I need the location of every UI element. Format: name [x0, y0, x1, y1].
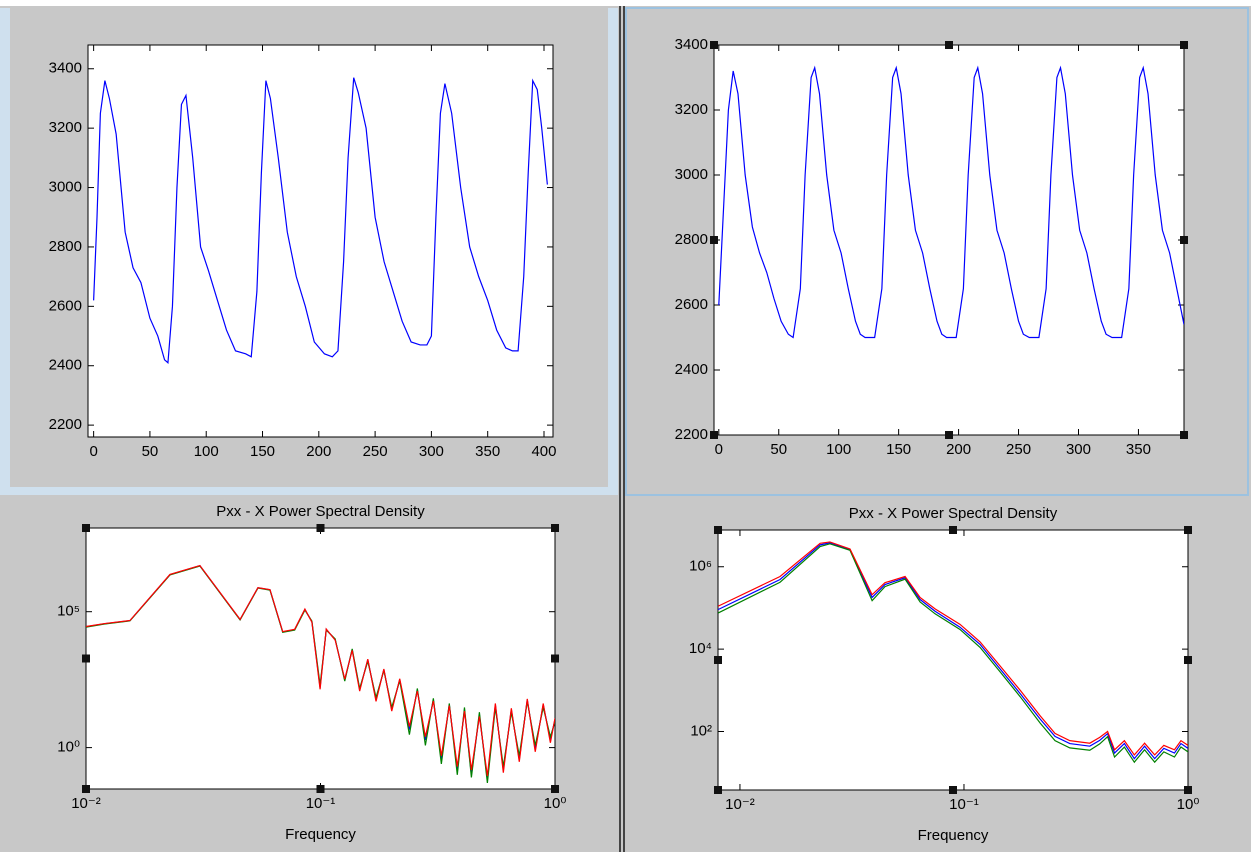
x-tick-label: 250 [1006, 441, 1031, 458]
selection-handle [82, 654, 90, 663]
plot-area [85, 527, 556, 790]
selection-handle [949, 786, 957, 794]
plot-area [713, 44, 1185, 436]
selection-handle [1184, 656, 1192, 664]
x-tick-label: 10⁻² [71, 795, 101, 812]
selection-handle [714, 526, 722, 534]
y-tick-label: 2200 [49, 416, 82, 433]
data-line [718, 65, 1184, 339]
y-tick-label: 3000 [675, 166, 708, 183]
selection-handle [710, 41, 718, 49]
selection-handle [551, 654, 559, 663]
x-tick-label: 100 [194, 443, 219, 460]
x-tick-label: 400 [531, 443, 556, 460]
selection-handle [710, 236, 718, 244]
x-tick-label: 0 [715, 441, 723, 458]
y-tick-label: 2400 [49, 357, 82, 374]
selection-handle [551, 785, 559, 793]
x-tick-label: 200 [946, 441, 971, 458]
x-tick-label: 10⁻² [725, 796, 755, 813]
plot-area [87, 44, 554, 438]
data-line [93, 77, 548, 365]
panel-border [608, 8, 618, 490]
x-tick-label: 250 [363, 443, 388, 460]
y-tick-label: 2400 [675, 361, 708, 378]
selection-handle [316, 785, 325, 793]
panel-border [0, 8, 10, 495]
selection-handle [316, 524, 325, 532]
selection-handle [714, 786, 722, 794]
y-tick-label: 2600 [675, 296, 708, 313]
y-tick-label: 3000 [49, 179, 82, 196]
x-tick-label: 10⁰ [1177, 796, 1200, 813]
y-tick-label: 10⁴ [689, 640, 712, 657]
chart-title: Pxx - X Power Spectral Density [216, 503, 425, 520]
x-axis-label: Frequency [918, 827, 989, 844]
y-tick-label: 3200 [49, 119, 82, 136]
y-tick-label: 2200 [675, 426, 708, 443]
chart-title: Pxx - X Power Spectral Density [849, 505, 1058, 522]
x-tick-label: 10⁻¹ [949, 796, 979, 813]
top-edge [0, 0, 1251, 6]
data-line [718, 542, 1188, 760]
y-tick-label: 3400 [675, 36, 708, 53]
y-tick-label: 3200 [675, 101, 708, 118]
selection-handle [710, 431, 718, 439]
x-tick-label: 150 [250, 443, 275, 460]
x-tick-label: 200 [306, 443, 331, 460]
selection-handle [82, 785, 90, 793]
selection-handle [945, 41, 953, 49]
y-tick-label: 2600 [49, 297, 82, 314]
x-tick-label: 350 [475, 443, 500, 460]
x-tick-label: 50 [142, 443, 159, 460]
x-axis-label: Frequency [285, 826, 356, 843]
y-tick-label: 10² [690, 722, 712, 739]
x-tick-label: 150 [886, 441, 911, 458]
x-tick-label: 10⁰ [544, 795, 567, 812]
x-tick-label: 300 [419, 443, 444, 460]
x-tick-label: 0 [89, 443, 97, 460]
x-tick-label: 50 [770, 441, 787, 458]
y-tick-label: 10⁵ [57, 603, 80, 620]
plot-area [717, 529, 1189, 791]
selection-handle [949, 526, 957, 534]
y-tick-label: 3400 [49, 60, 82, 77]
selection-handle [945, 431, 953, 439]
x-tick-label: 300 [1066, 441, 1091, 458]
selection-handle [714, 656, 722, 664]
selection-handle [551, 524, 559, 532]
selection-handle [1184, 786, 1192, 794]
selection-handle [82, 524, 90, 532]
y-tick-label: 10⁰ [57, 739, 80, 756]
x-tick-label: 100 [826, 441, 851, 458]
data-line [86, 564, 555, 777]
selected-panel-border [625, 7, 1249, 496]
selection-handle [1180, 236, 1188, 244]
x-tick-label: 350 [1126, 441, 1151, 458]
selection-handle [1184, 526, 1192, 534]
selection-handle [1180, 41, 1188, 49]
data-line [718, 541, 1188, 756]
data-line [718, 543, 1188, 764]
selection-handle [1180, 431, 1188, 439]
y-tick-label: 2800 [49, 238, 82, 255]
y-tick-label: 10⁶ [689, 558, 712, 575]
x-tick-label: 10⁻¹ [306, 795, 336, 812]
panel-border [10, 487, 618, 495]
y-tick-label: 2800 [675, 231, 708, 248]
